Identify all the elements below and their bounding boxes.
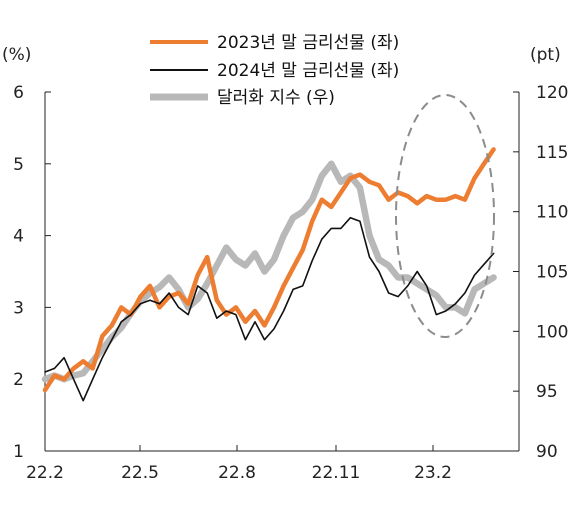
left-tick-label: 1 [13, 442, 24, 462]
x-tick-label: 22.8 [218, 463, 256, 483]
left-tick-label: 6 [13, 83, 24, 103]
right-tick-label: 115 [536, 143, 568, 163]
left-tick-label: 4 [13, 227, 24, 247]
right-tick-label: 105 [536, 263, 568, 283]
right-tick-label: 95 [536, 382, 558, 402]
series-line-dollar-index [41, 160, 497, 383]
legend-label-2024: 2024년 말 금리선물 (좌) [217, 61, 399, 81]
highlight-ellipse [395, 94, 495, 338]
left-tick-label: 3 [13, 298, 24, 318]
series-line-2024-futures [44, 216, 495, 402]
series-layer [41, 147, 497, 402]
legend-label-dollar-index: 달러화 지수 (우) [217, 88, 335, 108]
right-tick-label: 110 [536, 203, 568, 223]
right-tick-label: 100 [536, 322, 568, 342]
legend-label-2023: 2023년 말 금리선물 (좌) [217, 33, 399, 53]
right-axis-ticks: 90 95 100 105 110 115 120 [513, 83, 568, 462]
x-tick-label: 22.2 [26, 463, 64, 483]
right-tick-label: 90 [536, 442, 558, 462]
left-axis-ticks: 1 2 3 4 5 6 [13, 83, 51, 462]
x-axis-ticks: 22.2 22.5 22.8 22.11 23.2 [26, 445, 452, 483]
x-tick-label: 22.11 [312, 463, 361, 483]
x-tick-label: 23.2 [414, 463, 452, 483]
left-axis-unit: (%) [2, 45, 31, 65]
legend: 2023년 말 금리선물 (좌) 2024년 말 금리선물 (좌) 달러화 지수… [150, 33, 399, 108]
right-axis-unit: (pt) [530, 45, 561, 65]
x-tick-label: 22.5 [121, 463, 159, 483]
right-tick-label: 120 [536, 83, 568, 103]
series-line-2023-futures [42, 147, 496, 393]
left-tick-label: 5 [13, 155, 24, 175]
left-tick-label: 2 [13, 370, 24, 390]
